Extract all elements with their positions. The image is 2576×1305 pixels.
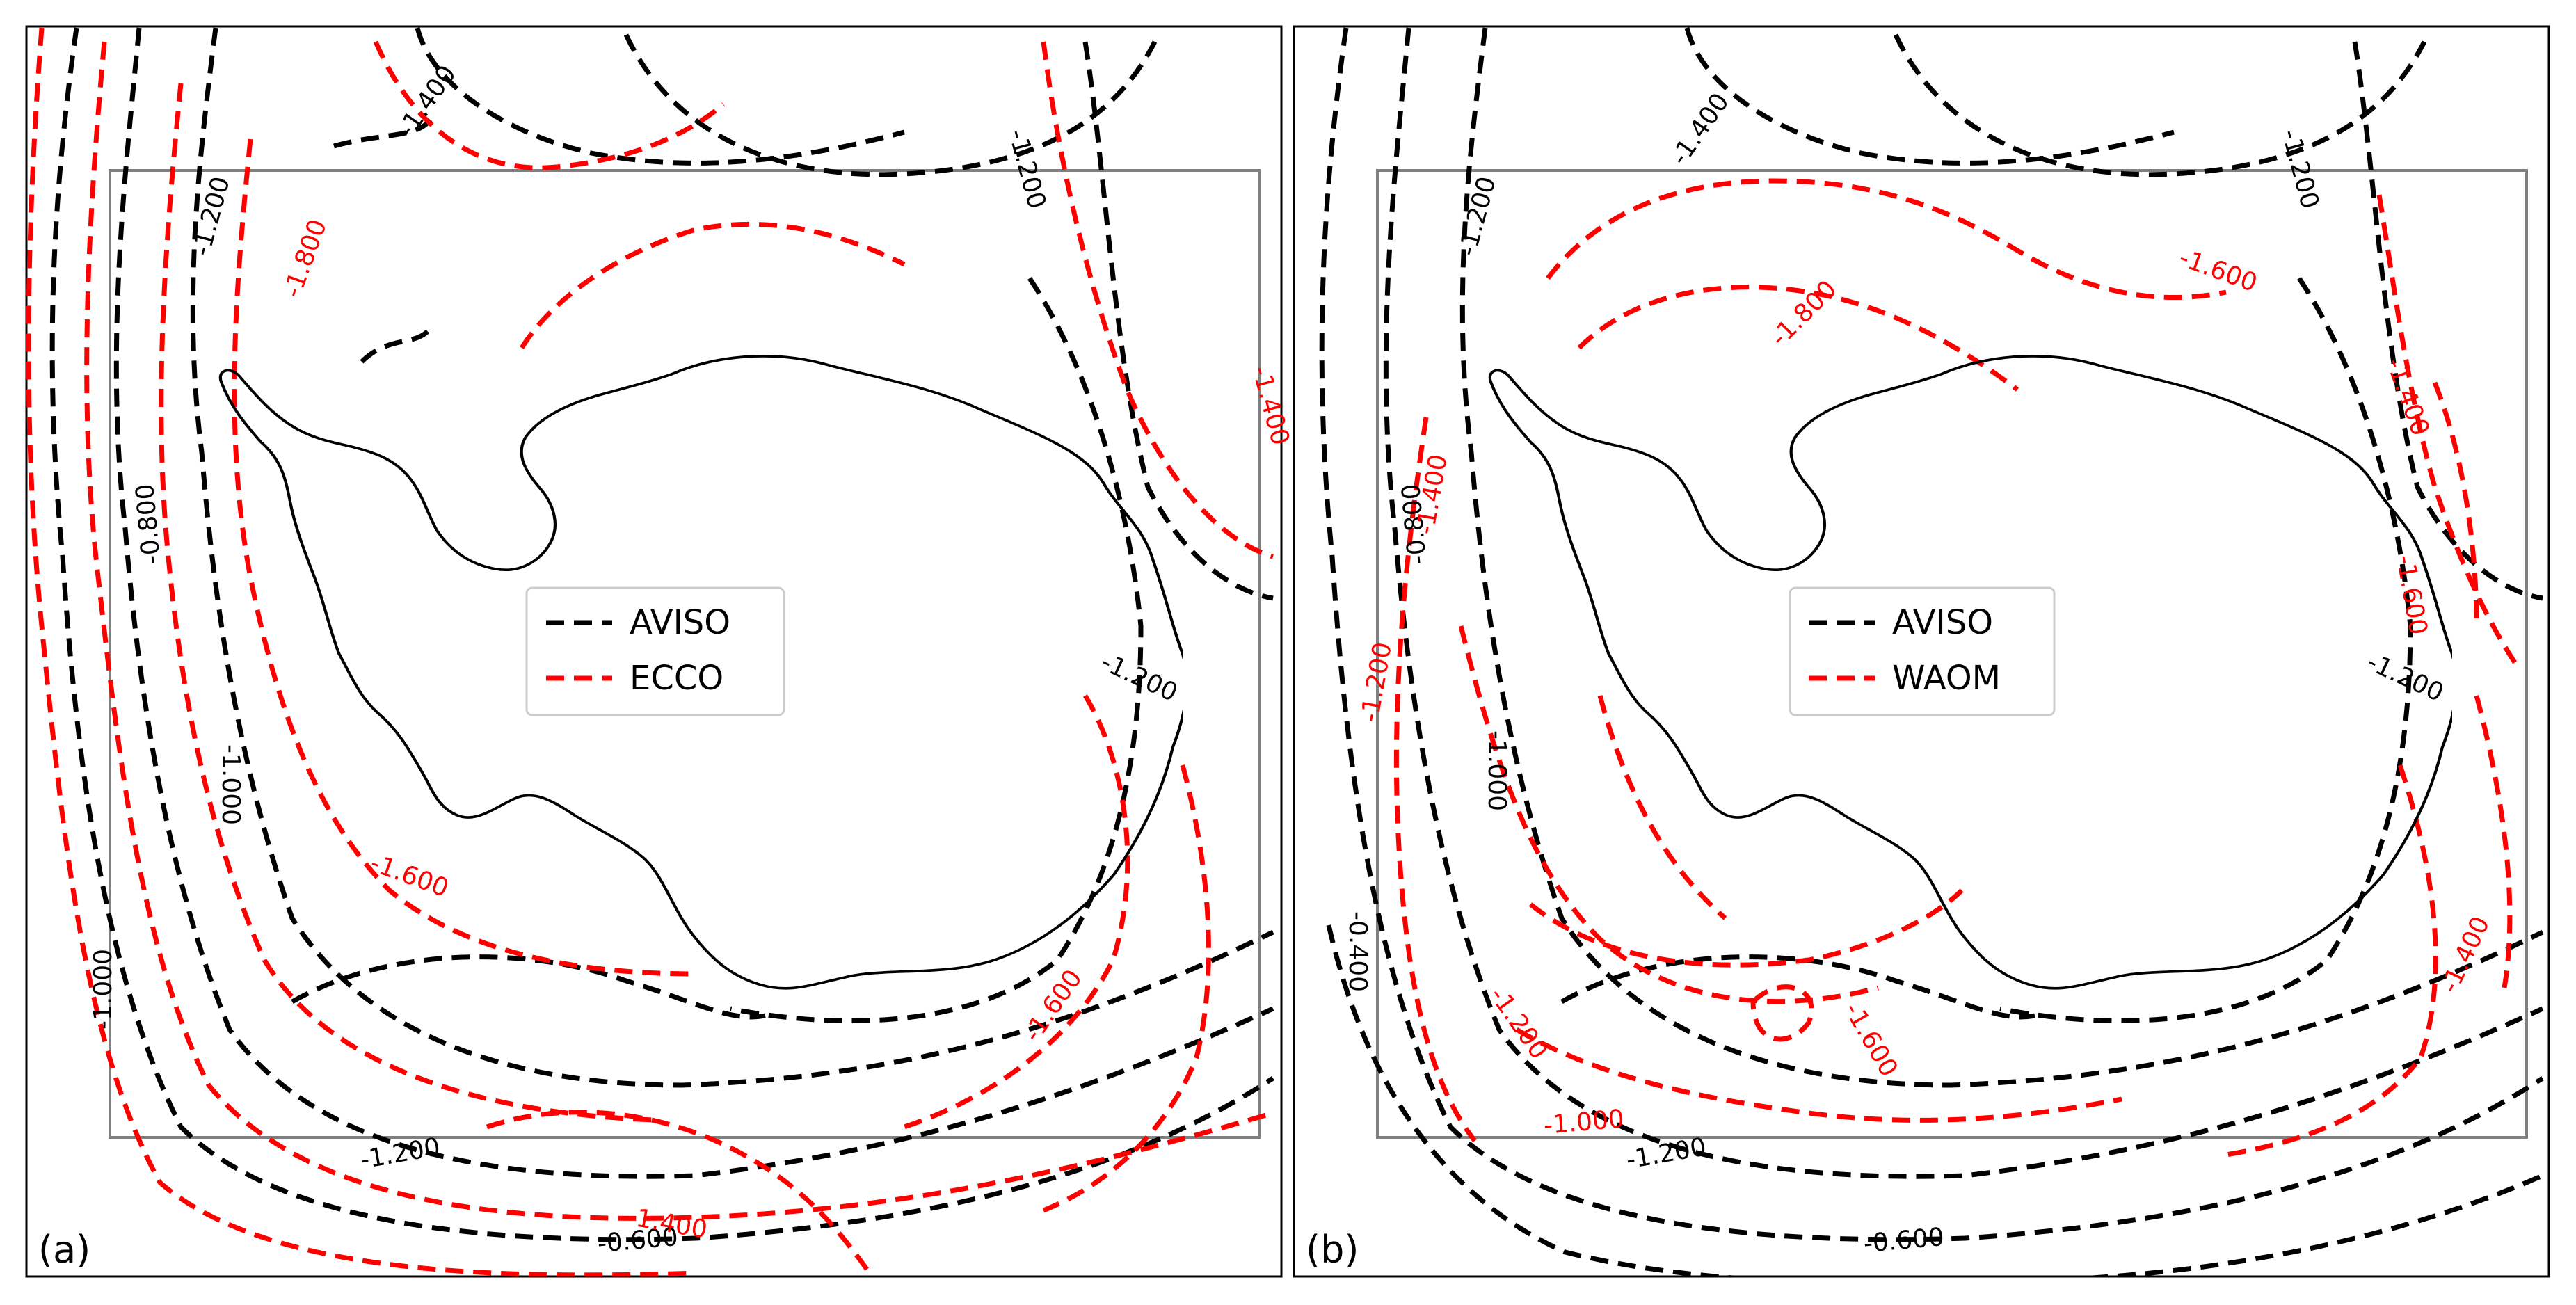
panel-a: -1.400 -1.200 -1.200 -0.800 -1.200 -1.00… [25, 25, 1295, 1278]
panel-b-waom-contours [1393, 178, 2520, 1158]
legend-entry-aviso: AVISO [1892, 603, 1993, 642]
legend-entry-aviso: AVISO [630, 603, 730, 642]
panel-b-region-box [1376, 169, 2528, 1139]
panel-a-region-box [109, 169, 1261, 1139]
contour-label: -1.000 [1542, 1105, 1625, 1140]
panel-b-label: (b) [1306, 1228, 1359, 1272]
panel-b: -1.400 -1.200 -1.200 -0.800 -1.200 -1.00… [1293, 25, 2550, 1278]
contour-label: -0.800 [131, 483, 166, 566]
legend-box [1789, 586, 2056, 716]
panel-a-legend: AVISO ECCO [525, 586, 785, 716]
contour-label: -0.600 [596, 1223, 679, 1258]
legend-entry-waom: WAOM [1892, 659, 2001, 698]
contour-label: -0.400 [1343, 911, 1372, 992]
contour-label: -0.600 [1862, 1223, 1945, 1258]
legend-box [525, 586, 785, 716]
panel-b-aviso-contours [1319, 27, 2544, 1276]
panel-a-aviso-contours [49, 27, 1274, 1242]
contour-label: -1.000 [216, 744, 245, 825]
contour-label: -1.000 [1482, 730, 1511, 811]
panel-a-ecco-contours [26, 27, 1274, 1276]
contour-label: -1.000 [89, 949, 118, 1030]
panel-a-label: (a) [38, 1228, 90, 1272]
panel-b-legend: AVISO WAOM [1789, 586, 2056, 716]
contour-label: -0.800 [1397, 483, 1432, 566]
legend-entry-ecco: ECCO [630, 659, 723, 698]
